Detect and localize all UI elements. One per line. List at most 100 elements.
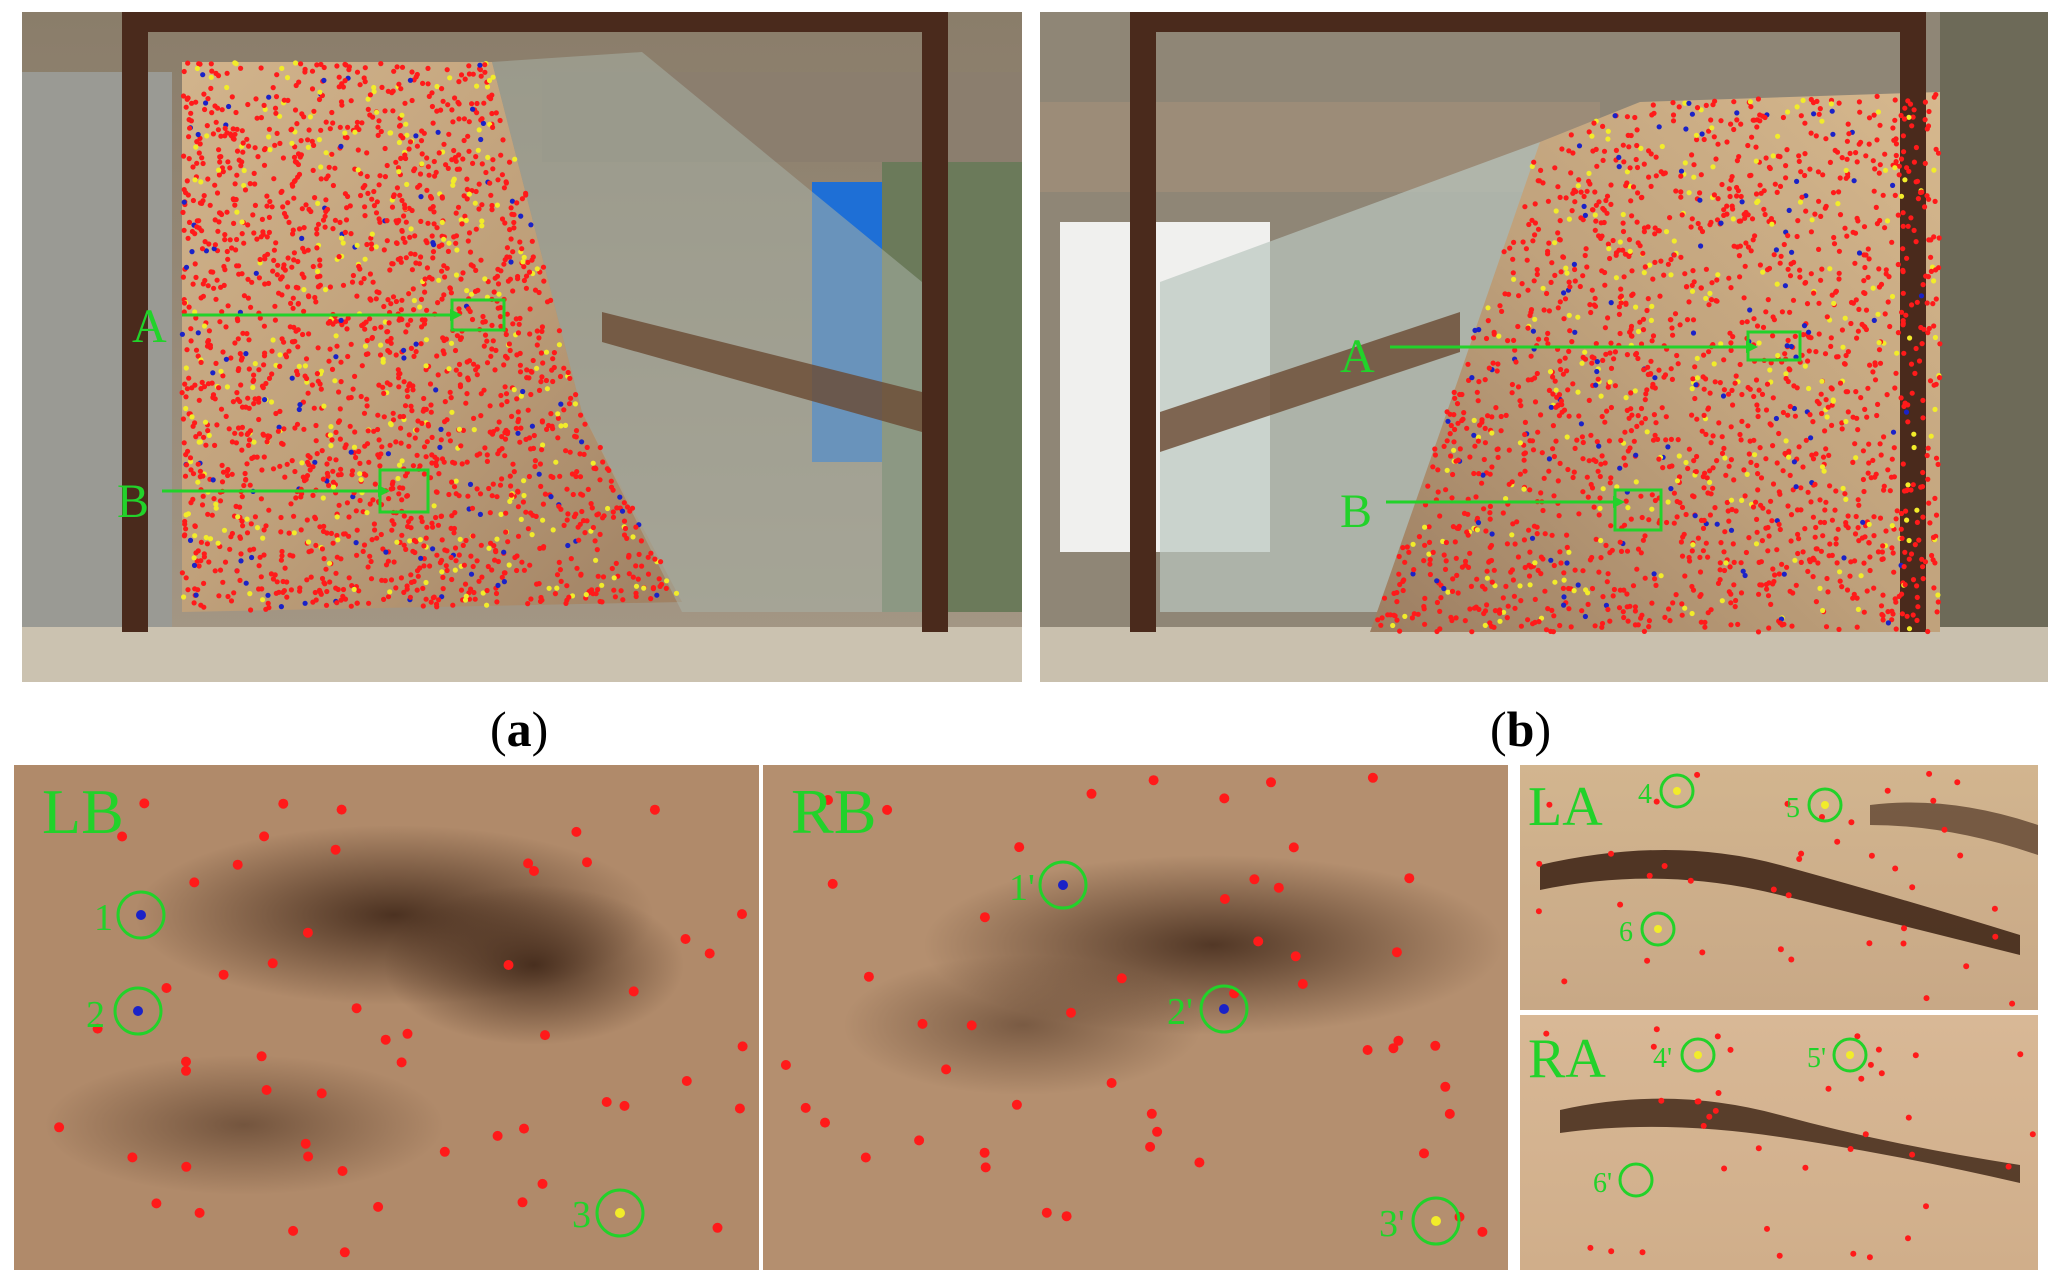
tracking-marker-dot (600, 459, 606, 465)
tracking-marker-dot (1830, 131, 1836, 137)
tracking-marker-dot (582, 421, 588, 427)
tracking-marker-dot (1689, 548, 1695, 554)
tracking-marker-dot (1375, 617, 1381, 623)
tracking-marker-dot (1768, 216, 1774, 222)
tracking-marker-dot (204, 541, 210, 547)
tracking-marker-dot (1691, 494, 1697, 500)
tracking-marker-dot (280, 204, 286, 210)
tracking-marker-dot (1764, 586, 1770, 592)
tracking-marker-dot (1393, 1035, 1404, 1046)
tracking-marker-dot (369, 334, 375, 341)
tracking-marker-dot (1901, 149, 1907, 155)
tracking-marker-dot (1703, 266, 1709, 272)
tracking-marker-dot (237, 351, 243, 357)
tracking-marker-dot (452, 347, 459, 354)
tracking-marker-dot (244, 331, 250, 337)
tracking-marker-dot (424, 265, 430, 271)
tracking-marker-dot (449, 157, 455, 163)
tracking-marker-dot (265, 251, 271, 257)
tracking-marker-dot (1833, 289, 1839, 295)
tracking-marker-dot (1892, 97, 1898, 103)
tracking-marker-dot (1867, 554, 1873, 560)
tracking-marker-dot (306, 549, 312, 555)
arrow-A-head (450, 309, 462, 321)
tracking-marker-dot (1635, 413, 1641, 419)
tracking-marker-dot (220, 373, 226, 379)
tracking-marker-dot (1809, 452, 1815, 458)
tracking-marker-dot (1572, 266, 1578, 273)
tracking-marker-dot (384, 162, 390, 169)
tracking-marker-dot (1719, 598, 1725, 604)
tracking-marker-dot (397, 315, 403, 321)
tracking-marker-dot (1914, 583, 1920, 589)
tracking-marker-dot (464, 288, 470, 294)
tracking-marker-dot (310, 263, 316, 270)
tracking-marker-dot (1469, 629, 1475, 635)
tracking-marker-dot (1914, 507, 1920, 513)
tracking-marker-dot (1695, 535, 1701, 541)
tracking-marker-dot (1590, 148, 1596, 154)
tracking-marker-dot (217, 210, 223, 216)
tracking-marker-dot (324, 588, 330, 595)
tracking-marker-dot (1928, 268, 1934, 274)
tracking-marker-dot (1924, 452, 1930, 459)
tracking-marker-dot (1744, 471, 1750, 477)
tracking-marker-dot (629, 505, 636, 511)
tracking-marker-dot (1773, 247, 1779, 253)
tracking-marker-dot (504, 245, 510, 251)
tracking-marker-dot (1899, 309, 1905, 315)
tracking-marker-dot (454, 247, 460, 253)
tracking-marker-dot (127, 1152, 138, 1163)
tracking-marker-dot (486, 94, 492, 100)
tracking-marker-dot (1861, 278, 1867, 284)
tracking-marker-dot (1404, 873, 1415, 884)
tracking-marker-dot (1834, 838, 1841, 845)
tracking-marker-dot (1905, 419, 1911, 425)
tracking-marker-dot (1881, 434, 1887, 440)
tracking-marker-dot (456, 79, 462, 85)
tracking-marker-dot (1889, 239, 1895, 245)
tracking-marker-dot (272, 142, 278, 148)
tracking-marker-dot (528, 222, 534, 228)
tracking-marker-dot (218, 133, 224, 139)
tracking-marker-dot (1796, 153, 1802, 159)
tracking-marker-dot (312, 294, 318, 301)
tracking-marker-dot (230, 197, 237, 203)
tracking-marker-dot (261, 162, 268, 168)
tracking-marker-dot (1898, 193, 1905, 199)
tracking-marker-dot (1416, 534, 1422, 540)
tracking-marker-dot (539, 324, 546, 330)
tracking-marker-dot (268, 399, 275, 405)
tracking-marker-dot (1870, 369, 1876, 375)
tracking-marker-dot (1642, 575, 1648, 581)
tracking-marker-dot (1711, 361, 1717, 367)
tracking-marker-dot (325, 473, 331, 479)
tracking-marker-dot (435, 522, 441, 528)
tracking-marker-dot (1814, 398, 1820, 404)
tracking-marker-dot (445, 102, 451, 108)
tracking-marker-dot (1835, 201, 1841, 207)
tracking-marker-dot (599, 582, 605, 588)
tracking-marker-dot (271, 247, 277, 253)
tracking-marker-dot (1882, 311, 1888, 317)
tracking-marker-dot (1556, 513, 1562, 519)
tracking-marker-dot (1728, 177, 1734, 183)
tracking-marker-dot (493, 347, 499, 353)
tracking-marker-dot (435, 300, 441, 306)
tracking-marker-dot (1708, 219, 1714, 225)
tracking-marker-dot (511, 387, 517, 393)
tracking-marker-dot (1598, 235, 1604, 241)
tracking-marker-dot (1586, 129, 1592, 135)
tracking-marker-dot (423, 337, 429, 343)
tracking-marker-dot (179, 390, 185, 396)
tracking-marker-dot (302, 927, 313, 938)
tracking-marker-dot (241, 293, 247, 299)
tracking-marker-dot (1484, 568, 1490, 574)
tracking-marker-dot (323, 119, 329, 125)
tracking-marker-dot (860, 1152, 871, 1163)
tracking-marker-dot (217, 319, 223, 325)
tracking-marker-dot (222, 559, 229, 565)
tracking-marker-dot (1631, 438, 1637, 444)
tracking-marker-dot (564, 486, 570, 492)
tracking-marker-dot (449, 107, 455, 113)
